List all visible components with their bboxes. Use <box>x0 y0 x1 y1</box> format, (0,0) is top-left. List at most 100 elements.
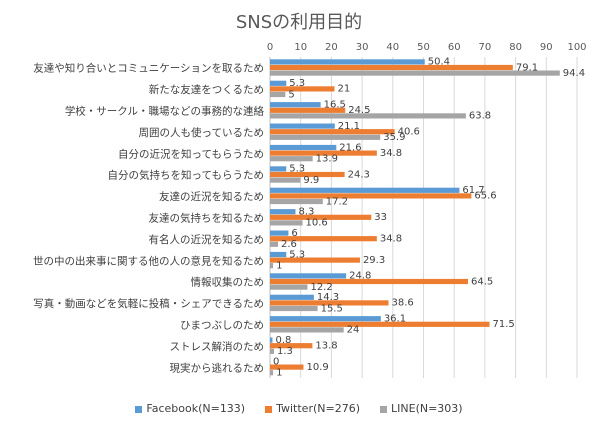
data-label: 24 <box>347 325 360 336</box>
category-label: ストレス解消のため <box>170 340 265 353</box>
data-label: 24.3 <box>348 169 370 180</box>
data-label: 38.6 <box>392 298 414 309</box>
bar-line <box>270 113 466 119</box>
bar-twitter <box>270 278 469 285</box>
bar-twitter <box>270 343 313 349</box>
x-tick-label: 100 <box>567 42 586 53</box>
category-label: 自分の気持ちを知ってもらうため <box>108 169 264 182</box>
chart-title: SNSの利用目的 <box>235 12 363 33</box>
category-label: 友達の気持ちを知るため <box>149 212 265 225</box>
bar-twitter <box>270 321 490 327</box>
data-label: 13.9 <box>316 154 338 165</box>
category-label: 学校・サークル・職場などの事務的な連絡 <box>65 105 265 118</box>
data-label: 0 <box>273 356 279 367</box>
data-label: 14.3 <box>317 292 339 303</box>
data-label: 94.4 <box>563 68 585 79</box>
bar-facebook <box>270 80 287 86</box>
data-label: 17.2 <box>326 196 348 207</box>
legend-label: LINE(N=303) <box>391 402 463 415</box>
data-label: 5.3 <box>289 164 305 175</box>
bar-facebook <box>270 316 381 322</box>
data-label: 1 <box>276 368 282 379</box>
legend-label: Facebook(N=133) <box>146 402 246 415</box>
data-label: 21.6 <box>339 142 361 153</box>
bar-facebook <box>270 251 287 258</box>
data-label: 9.9 <box>303 175 319 186</box>
category-label: 友達の近況を知るため <box>159 190 264 203</box>
x-tick-label: 90 <box>540 42 553 53</box>
data-label: 1 <box>276 261 282 272</box>
legend-swatch <box>135 405 143 413</box>
legend-item: Twitter(N=276) <box>265 402 360 415</box>
data-label: 65.6 <box>474 191 496 202</box>
x-tick-label: 70 <box>479 42 492 53</box>
data-label: 34.8 <box>380 148 402 159</box>
data-label: 63.8 <box>469 111 491 122</box>
x-tick-label: 40 <box>386 42 399 53</box>
data-label: 79.1 <box>516 62 538 73</box>
bar-facebook <box>270 123 335 129</box>
data-label: 12.2 <box>310 282 332 293</box>
bar-facebook <box>270 102 321 108</box>
data-label: 5.3 <box>289 78 305 89</box>
bar-facebook <box>270 144 337 151</box>
legend-item: Facebook(N=133) <box>135 402 245 415</box>
category-label: 周囲の人も使っているため <box>139 126 264 139</box>
bar-twitter <box>270 107 346 113</box>
data-label: 35.9 <box>383 132 405 143</box>
x-tick-label: 20 <box>325 42 338 53</box>
data-label: 61.7 <box>462 185 484 196</box>
data-label: 24.5 <box>348 105 370 116</box>
legend-item: LINE(N=303) <box>380 402 463 415</box>
data-label: 50.4 <box>428 57 450 68</box>
data-label: 71.5 <box>493 319 515 330</box>
category-label: 有名人の近況を知るため <box>149 233 265 246</box>
bar-twitter <box>270 236 377 242</box>
bar-twitter <box>270 86 335 92</box>
x-tick-label: 10 <box>294 42 307 53</box>
data-label: 36.1 <box>384 314 406 325</box>
bar-line <box>270 263 274 269</box>
data-label: 1.3 <box>277 346 293 357</box>
bar-line <box>270 305 318 312</box>
data-label: 5.3 <box>289 249 305 260</box>
bar-line <box>270 284 308 290</box>
data-label: 29.3 <box>363 255 385 266</box>
bar-facebook <box>270 209 296 215</box>
bar-line <box>270 370 274 376</box>
category-label: 自分の近況を知ってもらうため <box>118 147 264 160</box>
data-label: 33 <box>374 212 387 223</box>
data-label: 16.5 <box>324 100 346 111</box>
bar-facebook <box>270 230 289 236</box>
data-label: 0.8 <box>275 335 291 346</box>
category-label: 現実から逃れるため <box>170 361 265 374</box>
bar-twitter <box>270 171 345 178</box>
bar-twitter <box>270 364 304 370</box>
category-label: 友達や知り合いとコミュニケーションを取るため <box>33 62 264 75</box>
data-label: 13.8 <box>315 341 337 352</box>
bar-chart: 0 10 20 30 40 50 60 70 80 90 100 友達や知り合いとコミュニケーション… <box>33 42 587 379</box>
data-label: 64.5 <box>471 276 493 287</box>
data-label: 10.6 <box>306 218 328 229</box>
bar-facebook <box>270 273 347 279</box>
x-tick-label: 60 <box>448 42 461 53</box>
bar-facebook <box>270 187 460 193</box>
category-label: 世の中の出来事に関する他の人の意見を知るため <box>33 254 264 267</box>
category-label: ひまつぶしのため <box>180 320 264 332</box>
bar-line <box>270 156 313 162</box>
data-label: 8.3 <box>298 207 314 218</box>
x-tick-label: 50 <box>417 42 430 53</box>
bar-twitter <box>270 300 389 306</box>
bar-facebook <box>270 337 273 343</box>
bar-facebook <box>270 294 314 300</box>
legend-swatch <box>380 405 388 413</box>
bar-line <box>270 348 274 354</box>
legend-swatch <box>265 405 273 413</box>
legend-label: Twitter(N=276) <box>276 402 361 415</box>
bar-line <box>270 241 278 247</box>
bar-line <box>270 327 344 333</box>
bar-line <box>270 91 286 98</box>
bar-twitter <box>270 257 360 263</box>
bar-facebook <box>270 166 287 172</box>
bar-twitter <box>270 214 372 220</box>
